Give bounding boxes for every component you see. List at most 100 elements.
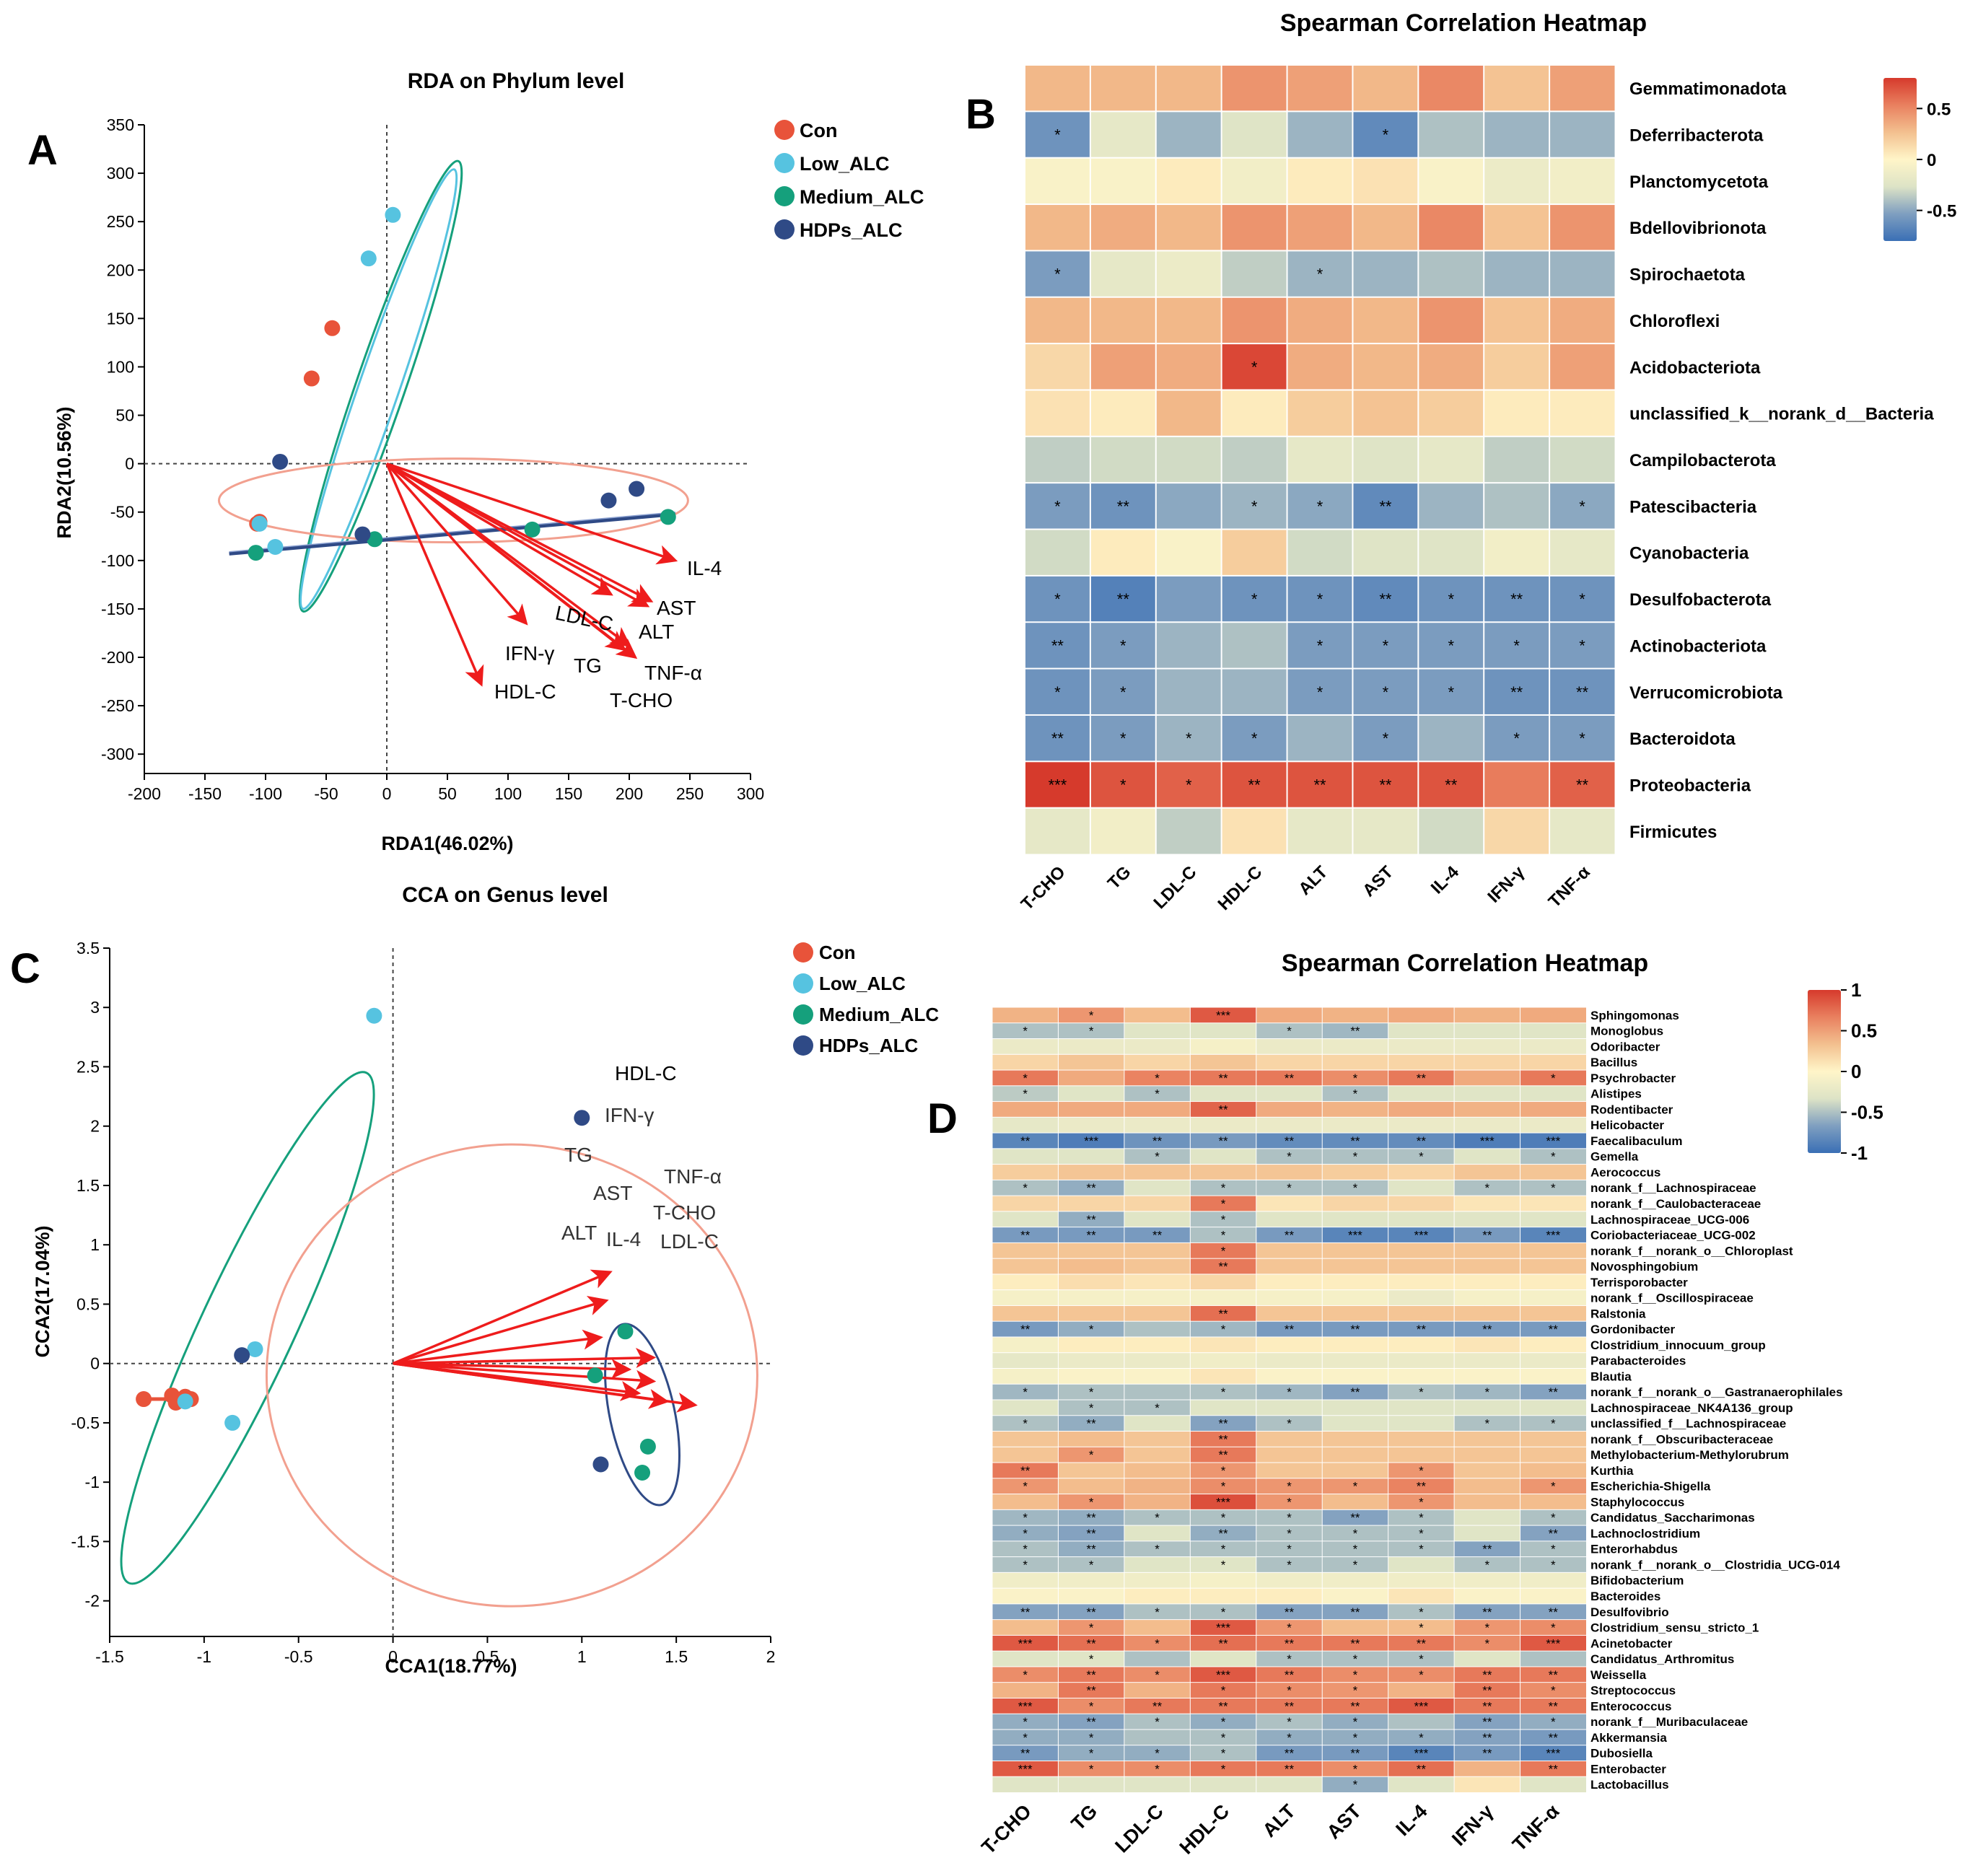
significance-mark: ** [1218,1636,1228,1650]
significance-mark: ** [1482,1668,1492,1682]
row-label: Desulfobacterota [1629,590,1772,610]
heatmap-cell [1453,1431,1521,1448]
heatmap-cell [1483,482,1551,531]
heatmap-cell [1388,1572,1456,1590]
row-label: Enterobacter [1590,1762,1666,1776]
heatmap-cell [1256,1116,1323,1134]
heatmap-cell [1417,482,1485,531]
heatmap-cell [1189,1776,1257,1793]
heatmap-cell [1453,1760,1521,1778]
heatmap-cell [1286,389,1354,438]
row-label: Rodentibacter [1590,1103,1673,1116]
heatmap-cell [1057,1305,1125,1323]
heatmap-cell [1549,435,1616,484]
row-label: Spirochaetota [1629,266,1746,285]
significance-mark: * [1221,1244,1226,1258]
heatmap-cell [1155,110,1223,159]
heatmap-cell [1388,1587,1456,1605]
heatmap-cell [992,1650,1059,1667]
significance-mark: * [1353,1731,1358,1745]
heatmap-cell [1352,621,1419,670]
heatmap-cell [1155,807,1223,856]
heatmap-cell [1189,1650,1257,1667]
arrow-hdl-c [392,1269,613,1365]
column-label: AST [1323,1800,1366,1844]
heatmap-cell [1549,157,1616,206]
heatmap-cell [1520,1053,1588,1071]
heatmap-cell [1483,667,1551,716]
heatmap-cell [1520,1367,1588,1385]
heatmap-cell [1256,1289,1323,1307]
significance-mark: * [1419,1527,1424,1540]
significance-mark: * [1353,1181,1358,1195]
significance-mark: * [1054,497,1061,515]
significance-mark: ** [1087,1668,1097,1682]
heatmap-cell [1124,1431,1191,1448]
significance-mark: ** [1482,1747,1492,1761]
panel-label-a: A [27,127,58,174]
x-tick-label: -1 [197,1647,211,1666]
y-tick-label: 0 [90,1354,100,1373]
heatmap-cell [1388,1085,1456,1103]
significance-mark: ** [1087,1229,1097,1242]
colorbar [1883,78,1917,241]
significance-mark: * [1023,1511,1028,1525]
heatmap-cell [1256,1053,1323,1071]
heatmap-cell [1520,1101,1588,1118]
arrow-label-alt: ALT [639,621,674,643]
point-hdps_alc [354,526,371,543]
significance-mark: ** [1350,1385,1360,1399]
panel-a-xlabel: RDA1(46.02%) [381,833,513,854]
heatmap-cell [1286,296,1354,345]
significance-mark: * [1155,1401,1160,1415]
arrow-label-alt: ALT [561,1222,597,1244]
arrow-hdl-c [385,463,484,687]
heatmap-cell [1286,435,1354,484]
y-tick-label: 0.5 [76,1294,100,1313]
significance-mark: * [1089,1009,1094,1022]
point-low_alc [267,539,284,556]
heatmap-cell [1286,110,1354,159]
legend-marker-medium_alc [793,1004,813,1025]
row-label: Methylobacterium-Methylorubrum [1590,1448,1789,1462]
heatmap-cell [1124,1242,1191,1260]
significance-mark: ** [1285,1747,1295,1761]
significance-mark: ** [1482,1731,1492,1745]
significance-mark: * [1186,729,1192,748]
heatmap-cell [1388,1211,1456,1228]
heatmap-cell [1417,343,1485,391]
point-medium_alc [587,1367,603,1384]
heatmap-cell [1321,1164,1389,1181]
significance-mark: ** [1020,1134,1030,1148]
ellipse-hdps-alc-inner [229,511,675,553]
heatmap-cell [1189,1085,1257,1103]
heatmap-cell [1155,714,1223,763]
legend-label-con: Con [800,120,837,141]
heatmap-cell [1057,1367,1125,1385]
significance-mark: * [1579,497,1585,515]
row-label: Escherichia-Shigella [1590,1480,1711,1494]
y-tick-label: 3 [90,998,100,1017]
heatmap-cell [1256,1776,1323,1793]
y-tick-label: 100 [107,357,134,376]
significance-mark: * [1023,1715,1028,1729]
significance-mark: ** [1350,1134,1360,1148]
heatmap-cell [1520,1336,1588,1354]
heatmap-cell [1286,574,1354,623]
heatmap-cell [1453,1462,1521,1479]
heatmap-cell [992,1038,1059,1056]
y-tick-label: 150 [107,309,134,328]
row-label: Lactobacillus [1590,1778,1669,1792]
significance-mark: * [1485,1636,1490,1650]
row-label: Proteobacteria [1629,776,1751,795]
legend-label-medium_alc: Medium_ALC [819,1004,939,1025]
row-label: norank_f__Caulobacteraceae [1590,1197,1761,1211]
x-tick-label: 150 [555,784,582,803]
heatmap-cell [1453,1085,1521,1103]
heatmap-cell [1417,203,1485,252]
significance-mark: *** [1216,1621,1230,1635]
significance-mark: ** [1218,1260,1228,1274]
heatmap-cell [1057,1195,1125,1212]
point-hdps_alc [600,492,617,509]
heatmap-cell [1483,528,1551,577]
